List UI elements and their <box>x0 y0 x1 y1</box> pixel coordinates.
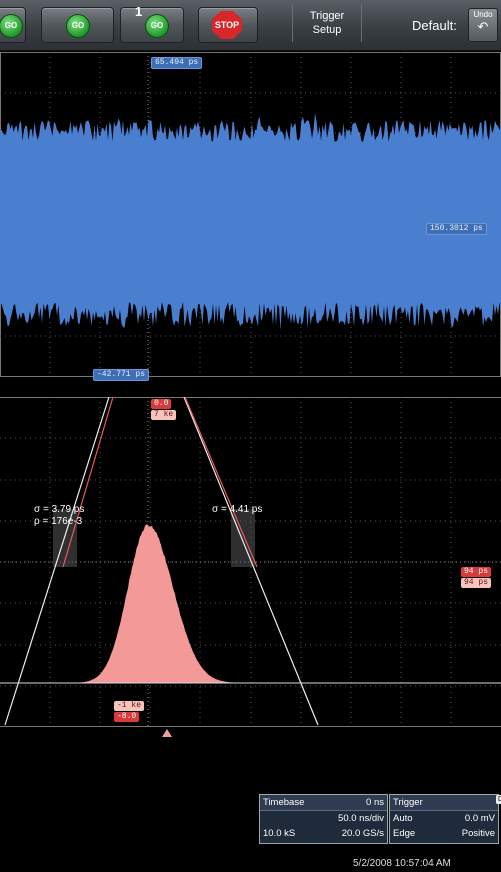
timebase-rate: 20.0 GS/s <box>341 828 384 839</box>
trigger-coupling-badge: DC <box>496 795 501 804</box>
timebase-samples: 10.0 kS <box>263 828 296 839</box>
jitter-track-plot <box>0 52 501 377</box>
stop-icon: STOP <box>212 11 242 39</box>
hist-top-tag-1: 0.0 <box>151 399 172 409</box>
right-sigma-label: σ = 4.41 ps <box>212 504 263 515</box>
left-fit-line-red <box>62 397 114 568</box>
trigger-mode: Auto <box>393 813 413 824</box>
mean-value-tag: 150.3012 ps <box>426 223 487 235</box>
min-value-tag: -42.771 ps <box>93 369 150 381</box>
go-icon: GO <box>0 14 23 38</box>
hist-bottom-tag-1: -1 ke <box>114 701 145 711</box>
timebase-box[interactable]: Timebase 0 ns 50.0 ns/div 10.0 kS 20.0 G… <box>259 794 388 844</box>
undo-icon: ↶ <box>477 19 489 34</box>
go-icon: GO <box>145 14 169 38</box>
left-sigma-label: σ = 3.79 ps <box>34 504 85 515</box>
max-value-tag: 65.494 ps <box>151 57 203 69</box>
hist-bottom-tag-2: -8.0 <box>114 712 140 722</box>
right-sigma-marker <box>231 509 255 567</box>
default-label: Default: <box>412 18 457 33</box>
stop-button[interactable]: STOP <box>198 7 258 43</box>
undo-button[interactable]: Undo ↶ <box>468 8 498 42</box>
trigger-level: 0.0 mV <box>464 813 495 824</box>
trigger-setup-button[interactable]: Trigger Setup <box>292 4 362 42</box>
hist-right-tag-1: 94 ps <box>461 567 492 577</box>
left-fit-line <box>4 397 110 726</box>
hist-right-tag-2: 94 ps <box>461 578 492 588</box>
timebase-scale: 50.0 ns/div <box>338 813 384 824</box>
histogram-grid[interactable]: 0.0 7 ke -1 ke -8.0 94 ps 94 ps σ = 3.79… <box>0 397 501 727</box>
trigger-setup-label-2: Setup <box>312 24 342 36</box>
timebase-title: Timebase <box>263 797 305 808</box>
go-button-2[interactable]: GO <box>41 7 114 43</box>
right-fit-line-red <box>184 397 258 568</box>
hist-top-tag-2: 7 ke <box>151 410 177 420</box>
datetime-readout: 5/2/2008 10:57:04 AM <box>353 858 451 869</box>
go-button-1[interactable]: GO <box>0 7 26 43</box>
left-sigma-marker <box>53 509 77 567</box>
go-number-badge: 1 <box>135 4 143 19</box>
timebase-delay: 0 ns <box>366 797 384 808</box>
toolbar: GO GO 1 GO STOP Trigger Setup Default: U… <box>0 0 501 51</box>
trigger-position-marker[interactable] <box>162 729 172 737</box>
left-rho-label: ρ = 176e-3 <box>34 516 83 527</box>
trigger-type: Edge <box>393 828 416 839</box>
trigger-slope: Positive <box>461 828 495 839</box>
trigger-setup-label-1: Trigger <box>309 10 345 22</box>
trigger-title: Trigger <box>393 797 423 808</box>
go-icon: GO <box>66 14 90 38</box>
trigger-box[interactable]: Trigger C1DC Auto 0.0 mV Edge Positive <box>389 794 501 844</box>
jitter-track-grid[interactable]: 65.494 ps 150.3012 ps -42.771 ps <box>0 52 501 381</box>
undo-label: Undo <box>473 10 493 19</box>
histogram-plot <box>0 397 501 727</box>
go-button-3[interactable]: 1 GO <box>120 4 184 43</box>
right-fit-line <box>183 397 319 726</box>
